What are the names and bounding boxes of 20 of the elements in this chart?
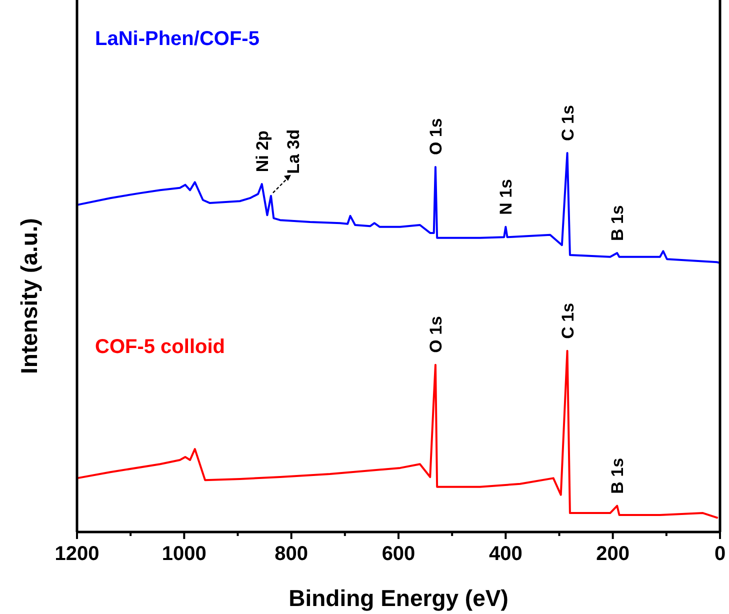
annotation: Ni 2p	[252, 130, 272, 172]
x-tick-label: 0	[714, 543, 726, 565]
annotation: O 1s	[426, 118, 446, 156]
text: COF-5 colloid	[95, 336, 225, 358]
annotation: B 1s	[608, 458, 628, 494]
x-axis-title: Binding Energy (eV)	[288, 585, 508, 611]
x-tick-label: 600	[382, 543, 416, 565]
annotation: C 1s	[558, 105, 578, 141]
x-tick-label: 800	[274, 543, 308, 565]
y-axis-title: Intensity (a.u.)	[16, 218, 42, 374]
annotation: B 1s	[608, 205, 628, 242]
annotation: N 1s	[496, 178, 516, 215]
annotation: C 1s	[558, 302, 578, 339]
x-tick-label: 1200	[54, 543, 100, 565]
annotation: O 1s	[426, 316, 446, 353]
text: LaNi-Phen/COF-5	[95, 28, 260, 50]
x-tick-label: 200	[596, 543, 630, 565]
x-tick-label: 400	[488, 543, 522, 565]
x-tick-label: 1000	[162, 543, 206, 565]
annotation: La 3d	[284, 129, 303, 174]
